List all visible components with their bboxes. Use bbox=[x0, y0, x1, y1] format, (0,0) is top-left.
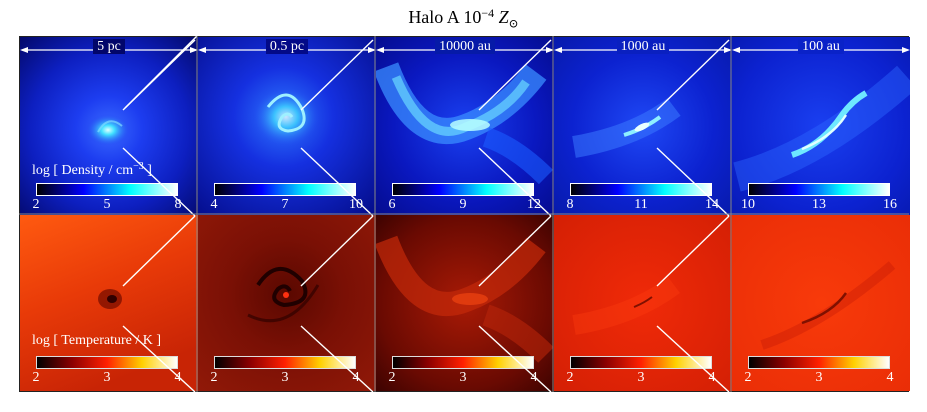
temperature-colorbar-2 bbox=[214, 356, 356, 369]
density-panel-4: 1000 au 8 11 14 bbox=[554, 37, 732, 215]
temperature-tick: 4 bbox=[352, 370, 360, 385]
temperature-tick: 3 bbox=[637, 370, 645, 385]
density-tick: 4 bbox=[210, 197, 218, 212]
temperature-panel-1: log [ Temperature / K ] 2 3 4 bbox=[20, 215, 198, 391]
temperature-tick: 3 bbox=[103, 370, 111, 385]
figure-title: Halo A 10−4 Z⊙ bbox=[408, 6, 519, 31]
temperature-panel-5: 2 3 4 bbox=[732, 215, 910, 391]
temperature-tick: 3 bbox=[815, 370, 823, 385]
temperature-tick: 3 bbox=[459, 370, 467, 385]
temperature-tick: 3 bbox=[281, 370, 289, 385]
scale-label-4: 1000 au bbox=[616, 39, 670, 54]
density-panel-3: 10000 au 6 9 12 bbox=[376, 37, 554, 215]
density-panel-1: 5 pc log [ Density / cm−3 ] 2 5 8 bbox=[20, 37, 198, 215]
density-colorbar-5 bbox=[748, 183, 890, 196]
scale-bar-1: 5 pc bbox=[20, 39, 198, 59]
temperature-tick: 2 bbox=[32, 370, 40, 385]
temperature-tick: 2 bbox=[388, 370, 396, 385]
density-colorbar-2 bbox=[214, 183, 356, 196]
density-colorbar-1 bbox=[36, 183, 178, 196]
temperature-colorbar-1 bbox=[36, 356, 178, 369]
density-tick: 12 bbox=[527, 197, 541, 212]
density-tick: 5 bbox=[103, 197, 111, 212]
density-panel-2: 0.5 pc 4 7 10 bbox=[198, 37, 376, 215]
scale-label-3: 10000 au bbox=[435, 39, 495, 54]
temperature-colorbar-5 bbox=[748, 356, 890, 369]
temperature-tick: 4 bbox=[174, 370, 182, 385]
temperature-panel-3: 2 3 4 bbox=[376, 215, 554, 391]
scale-label-2: 0.5 pc bbox=[265, 39, 309, 54]
density-tick: 14 bbox=[705, 197, 719, 212]
density-colorbar-4 bbox=[570, 183, 712, 196]
density-tick: 7 bbox=[281, 197, 289, 212]
scale-bar-2: 0.5 pc bbox=[198, 39, 376, 59]
scale-bar-5: 100 au bbox=[732, 39, 910, 59]
temperature-tick: 4 bbox=[708, 370, 716, 385]
scale-label-1: 5 pc bbox=[93, 39, 125, 54]
temperature-colorbar-label: log [ Temperature / K ] bbox=[32, 333, 161, 348]
temperature-tick: 2 bbox=[744, 370, 752, 385]
density-tick: 13 bbox=[812, 197, 826, 212]
temperature-tick: 2 bbox=[210, 370, 218, 385]
density-colorbar-label: log [ Density / cm−3 ] bbox=[32, 161, 152, 178]
density-tick: 8 bbox=[566, 197, 574, 212]
density-colorbar-3 bbox=[392, 183, 534, 196]
temperature-colorbar-4 bbox=[570, 356, 712, 369]
density-tick: 16 bbox=[883, 197, 897, 212]
density-tick: 8 bbox=[174, 197, 182, 212]
scale-bar-4: 1000 au bbox=[554, 39, 732, 59]
density-tick: 10 bbox=[349, 197, 363, 212]
density-tick: 10 bbox=[741, 197, 755, 212]
density-panel-5: 100 au 10 13 16 bbox=[732, 37, 910, 215]
scale-label-5: 100 au bbox=[798, 39, 844, 54]
temperature-colorbar-3 bbox=[392, 356, 534, 369]
temperature-tick: 4 bbox=[886, 370, 894, 385]
temperature-panel-4: 2 3 4 bbox=[554, 215, 732, 391]
density-tick: 2 bbox=[32, 197, 40, 212]
density-tick: 9 bbox=[459, 197, 467, 212]
density-tick: 11 bbox=[634, 197, 648, 212]
temperature-tick: 2 bbox=[566, 370, 574, 385]
temperature-panel-2: 2 3 4 bbox=[198, 215, 376, 391]
panel-grid: 5 pc log [ Density / cm−3 ] 2 5 8 bbox=[19, 36, 910, 392]
temperature-tick: 4 bbox=[530, 370, 538, 385]
density-tick: 6 bbox=[388, 197, 396, 212]
scale-bar-3: 10000 au bbox=[376, 39, 554, 59]
